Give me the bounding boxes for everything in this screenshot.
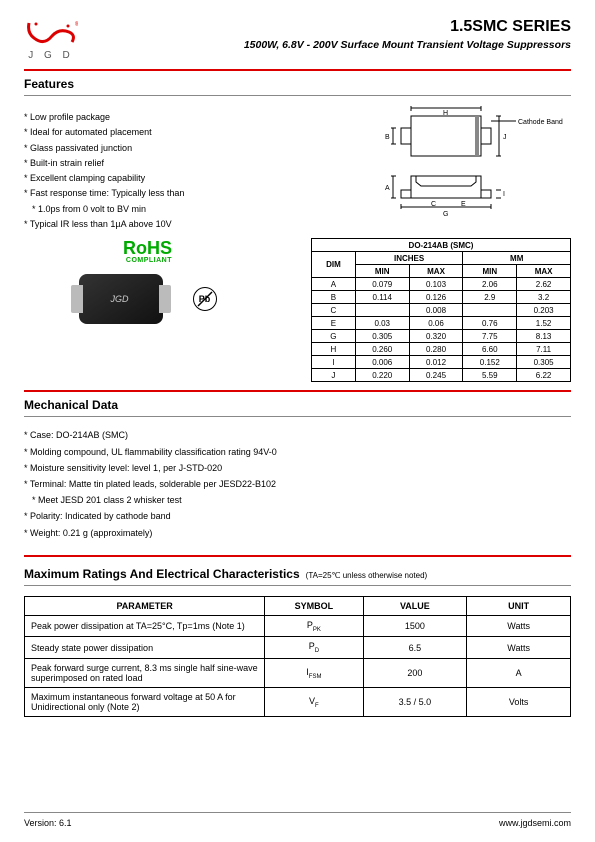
svg-text:I: I [503,191,505,198]
logo-icon: ® [24,18,78,48]
mechanical-item: Molding compound, UL flammability classi… [24,444,571,460]
features-heading: Features [24,77,571,91]
pb-free-icon: Pb [193,287,217,311]
feature-item: Low profile package [24,110,331,125]
svg-text:A: A [385,185,390,192]
mechanical-item: Case: DO-214AB (SMC) [24,427,571,443]
table-row: Peak forward surge current, 8.3 ms singl… [25,659,571,688]
table-row: A0.0790.1032.062.62 [312,278,571,291]
chip-image: JGD [79,274,163,324]
page-subtitle: 1500W, 6.8V - 200V Surface Mount Transie… [244,39,571,51]
footer-url: www.jgdsemi.com [499,818,571,828]
ratings-table: PARAMETER SYMBOL VALUE UNIT Peak power d… [24,596,571,718]
mechanical-heading: Mechanical Data [24,398,571,412]
svg-text:J: J [503,134,507,141]
divider [24,416,571,417]
svg-text:G: G [443,211,448,218]
feature-item: Ideal for automated placement [24,125,331,140]
ratings-condition: (TA=25℃ unless otherwise noted) [306,571,428,580]
features-list: Low profile packageIdeal for automated p… [24,110,331,232]
table-row: H0.2600.2806.607.11 [312,343,571,356]
divider-red [24,69,571,71]
feature-item: Fast response time: Typically less than [24,186,331,201]
table-row: Steady state power dissipationPD6.5Watts [25,637,571,659]
divider-red [24,390,571,392]
mechanical-list: Case: DO-214AB (SMC)Molding compound, UL… [24,427,571,540]
feature-item: Excellent clamping capability [24,171,331,186]
version-text: Version: 6.1 [24,818,72,828]
table-row: Peak power dissipation at TA=25°C, Tp=1m… [25,615,571,637]
mechanical-item: Terminal: Matte tin plated leads, solder… [24,476,571,492]
svg-text:H: H [443,110,448,117]
table-row: B0.1140.1262.93.2 [312,291,571,304]
feature-item: Built-in strain relief [24,156,331,171]
table-row: E0.030.060.761.52 [312,317,571,330]
svg-text:B: B [385,134,390,141]
package-diagram: Cathode Band H B J A C E G I [361,106,571,221]
mechanical-item: Polarity: Indicated by cathode band [24,508,571,524]
ratings-heading: Maximum Ratings And Electrical Character… [24,567,300,581]
footer: Version: 6.1 www.jgdsemi.com [24,812,571,828]
svg-text:®: ® [75,21,78,28]
feature-item: Typical IR less than 1µA above 10V [24,217,331,232]
table-row: Maximum instantaneous forward voltage at… [25,688,571,717]
logo: ® J G D [24,18,78,61]
table-row: I0.0060.0120.1520.305 [312,356,571,369]
feature-item: 1.0ps from 0 volt to BV min [32,202,331,217]
mechanical-item: Moisture sensitivity level: level 1, per… [24,460,571,476]
feature-item: Glass passivated junction [24,141,331,156]
divider [24,585,571,586]
table-row: C0.0080.203 [312,304,571,317]
dimension-table: DO-214AB (SMC) DIM INCHES MM MINMAX MINM… [311,238,571,382]
page-title: 1.5SMC SERIES [244,18,571,36]
svg-text:Cathode Band: Cathode Band [518,119,563,126]
mechanical-item: Weight: 0.21 g (approximately) [24,525,571,541]
rohs-badge: RoHS COMPLIANT [123,238,172,264]
logo-text: J G D [28,50,74,61]
mechanical-item: Meet JESD 201 class 2 whisker test [32,492,571,508]
divider-red [24,555,571,557]
divider [24,95,571,96]
table-row: J0.2200.2455.596.22 [312,369,571,382]
table-row: G0.3050.3207.758.13 [312,330,571,343]
